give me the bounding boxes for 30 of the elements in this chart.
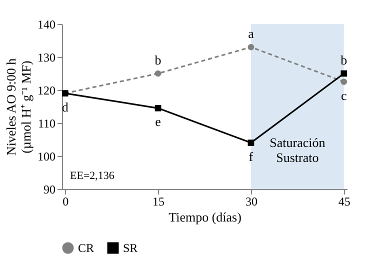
annotation: EE=2,136 [70, 170, 115, 182]
annotation: b [340, 52, 348, 68]
point [340, 78, 348, 85]
point [154, 70, 162, 77]
band-label: Saturación Sustrato [270, 135, 326, 165]
y-tick-label: 110 [38, 116, 56, 130]
legend-label: SR [123, 241, 138, 255]
x-tick-label: 30 [245, 194, 258, 208]
x-tick-label: 0 [62, 194, 69, 208]
y-tick-label: 100 [38, 150, 56, 164]
y-tick-label: 130 [38, 50, 56, 64]
annotation: d [62, 99, 69, 114]
annotation: e [155, 114, 162, 130]
point [154, 104, 162, 112]
x-axis-title: Tiempo (días) [168, 210, 242, 224]
y-tick-label: 120 [38, 84, 56, 98]
point [248, 140, 254, 146]
point [248, 44, 254, 50]
legend-label: CR [78, 241, 94, 255]
annotation: a [248, 26, 254, 42]
annotation: f [248, 148, 254, 164]
y-tick-label: 140 [38, 18, 56, 32]
annotation: c [341, 88, 348, 103]
point [340, 70, 348, 77]
text: Niveles AO 9:00 h [4, 58, 18, 156]
y-tick-label: 90 [44, 182, 56, 196]
x-tick-label: 45 [338, 194, 350, 208]
annotation: b [154, 52, 162, 68]
x-tick-label: 15 [152, 194, 165, 208]
text: (µmol H⁺ g⁻¹ MF) [18, 60, 34, 154]
